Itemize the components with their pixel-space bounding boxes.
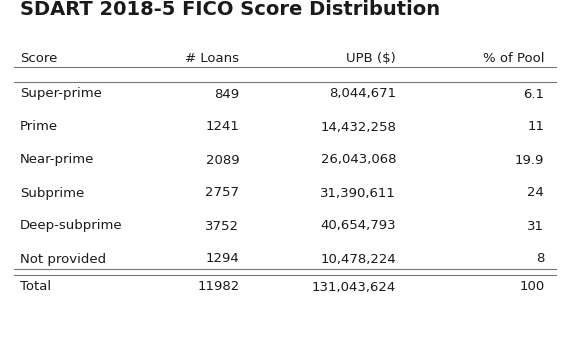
Text: 100: 100 <box>519 280 544 294</box>
Text: Not provided: Not provided <box>20 252 106 266</box>
Text: Prime: Prime <box>20 121 58 133</box>
Text: Deep-subprime: Deep-subprime <box>20 219 123 233</box>
Text: UPB ($): UPB ($) <box>347 53 396 65</box>
Text: 2089: 2089 <box>206 153 239 166</box>
Text: 10,478,224: 10,478,224 <box>320 252 396 266</box>
Text: 1241: 1241 <box>206 121 239 133</box>
Text: Super-prime: Super-prime <box>20 88 102 100</box>
Text: Subprime: Subprime <box>20 186 84 200</box>
Text: 131,043,624: 131,043,624 <box>312 280 396 294</box>
Text: % of Pool: % of Pool <box>483 53 544 65</box>
Text: 1294: 1294 <box>206 252 239 266</box>
Text: 11982: 11982 <box>197 280 239 294</box>
Text: 849: 849 <box>214 88 239 100</box>
Text: 24: 24 <box>527 186 544 200</box>
Text: 8,044,671: 8,044,671 <box>329 88 396 100</box>
Text: 14,432,258: 14,432,258 <box>320 121 396 133</box>
Text: 26,043,068: 26,043,068 <box>321 153 396 166</box>
Text: Score: Score <box>20 53 58 65</box>
Text: 6.1: 6.1 <box>523 88 544 100</box>
Text: # Loans: # Loans <box>185 53 239 65</box>
Text: 19.9: 19.9 <box>515 153 544 166</box>
Text: SDART 2018-5 FICO Score Distribution: SDART 2018-5 FICO Score Distribution <box>20 0 440 19</box>
Text: Total: Total <box>20 280 51 294</box>
Text: 3752: 3752 <box>205 219 239 233</box>
Text: 31: 31 <box>527 219 544 233</box>
Text: 2757: 2757 <box>205 186 239 200</box>
Text: Near-prime: Near-prime <box>20 153 94 166</box>
Text: 11: 11 <box>527 121 544 133</box>
Text: 40,654,793: 40,654,793 <box>320 219 396 233</box>
Text: 8: 8 <box>536 252 544 266</box>
Text: 31,390,611: 31,390,611 <box>320 186 396 200</box>
